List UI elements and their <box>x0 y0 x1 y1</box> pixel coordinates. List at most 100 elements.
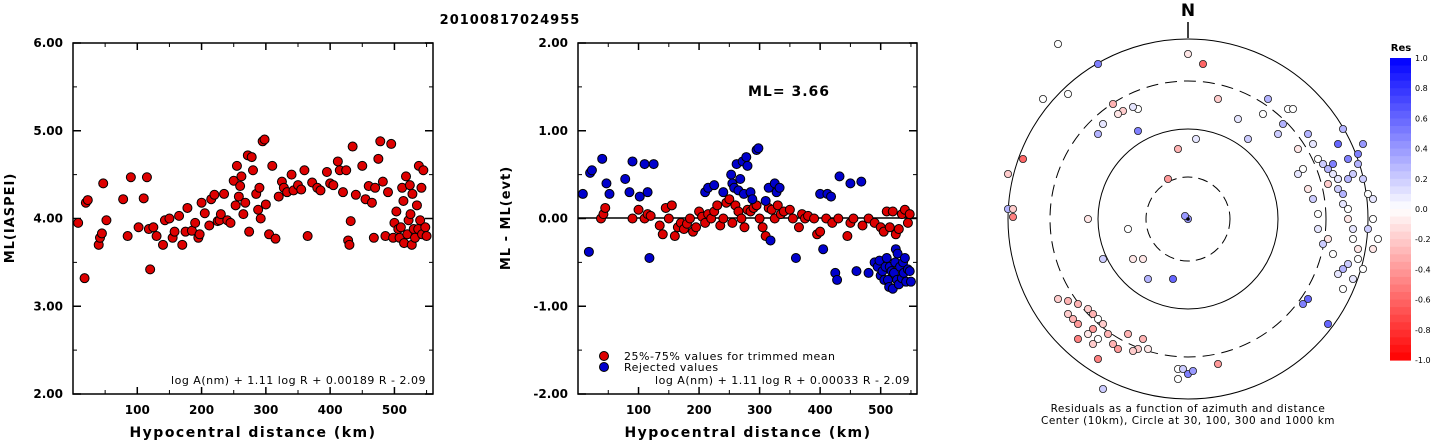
data-point <box>259 134 270 145</box>
station-marker <box>1189 366 1198 375</box>
data-point <box>863 267 874 278</box>
data-point <box>219 188 230 199</box>
station-marker <box>1329 249 1338 258</box>
station-marker <box>1009 212 1018 221</box>
data-point <box>902 217 913 228</box>
station-marker <box>1324 179 1333 188</box>
data-point <box>375 136 386 147</box>
data-point <box>190 217 201 228</box>
data-point <box>848 213 859 224</box>
data-point <box>177 239 188 250</box>
colorbar-swatch <box>1390 246 1411 255</box>
data-point <box>383 187 393 198</box>
station-marker <box>1004 169 1013 178</box>
station-marker <box>1124 329 1133 338</box>
station-marker <box>1369 244 1378 253</box>
station-marker <box>1364 224 1373 233</box>
colorbar-swatch <box>1390 209 1411 218</box>
data-point <box>832 274 843 285</box>
data-point <box>138 193 149 204</box>
legend-marker-red <box>599 351 609 361</box>
data-point <box>600 202 611 213</box>
station-marker <box>1069 314 1078 323</box>
legend: 25%-75% values for trimmed mean Rejected… <box>599 350 835 374</box>
data-point <box>654 220 665 231</box>
station-marker <box>1139 254 1148 263</box>
y-tick-label: -1.00 <box>533 299 568 313</box>
colorbar-swatch <box>1390 329 1411 338</box>
station-marker <box>1099 319 1108 328</box>
data-point <box>727 217 738 228</box>
data-point <box>73 217 84 228</box>
colorbar-swatch <box>1390 148 1411 157</box>
data-point <box>760 195 771 206</box>
data-point <box>586 165 597 176</box>
data-point <box>742 160 753 171</box>
ml-annotation: ML= 3.66 <box>748 84 830 100</box>
station-marker <box>1314 154 1323 163</box>
station-marker <box>1064 309 1073 318</box>
station-marker <box>1114 344 1123 353</box>
colorbar-swatch <box>1390 216 1411 225</box>
station-marker <box>1234 115 1243 124</box>
data-point <box>418 165 429 176</box>
station-marker <box>1169 274 1178 283</box>
data-point <box>244 226 255 237</box>
station-marker <box>1339 189 1348 198</box>
data-point <box>881 252 892 263</box>
x-axis-label: Hypocentral distance (km) <box>624 425 871 441</box>
colorbar-swatch <box>1390 307 1411 316</box>
station-marker <box>1104 329 1113 338</box>
station-marker <box>1294 144 1303 153</box>
colorbar-swatch <box>1390 178 1411 187</box>
data-point <box>842 231 853 242</box>
colorbar-tick-label: -0.8 <box>1415 326 1431 335</box>
data-point <box>398 195 409 206</box>
data-point <box>321 166 332 177</box>
epicenter-marker <box>1186 217 1190 221</box>
data-point <box>230 200 241 211</box>
data-point <box>757 222 768 233</box>
colorbar-tick-label: -0.6 <box>1415 296 1431 305</box>
data-point <box>634 191 645 202</box>
y-tick-label: 5.00 <box>33 124 63 138</box>
station-marker <box>1192 134 1201 143</box>
data-point <box>82 195 93 206</box>
colorbar-tick-label: 0.4 <box>1415 145 1428 154</box>
station-marker <box>1334 269 1343 278</box>
station-marker <box>1319 239 1328 248</box>
station-marker <box>1259 110 1268 119</box>
x-axis-label: Hypocentral distance (km) <box>129 425 376 441</box>
station-marker <box>1084 214 1093 223</box>
data-point <box>633 204 644 215</box>
data-point <box>815 226 826 237</box>
station-marker <box>1339 284 1348 293</box>
colorbar-swatch <box>1390 254 1411 263</box>
station-marker <box>1089 324 1098 333</box>
data-point <box>248 165 258 176</box>
data-point <box>246 152 257 163</box>
station-marker <box>1329 159 1338 168</box>
data-point <box>577 188 588 199</box>
data-point <box>753 143 764 154</box>
data-point <box>395 222 406 233</box>
y-tick-label: 2.00 <box>538 36 568 50</box>
station-marker <box>1094 354 1103 363</box>
data-point <box>145 264 156 275</box>
caption-line-1: Residuals as a function of azimuth and d… <box>1051 403 1326 415</box>
station-marker <box>1344 174 1353 183</box>
data-point <box>639 159 650 170</box>
station-marker <box>1089 309 1098 318</box>
data-point <box>255 213 266 224</box>
data-point <box>174 210 185 221</box>
station-marker <box>1334 184 1343 193</box>
station-marker <box>1349 234 1358 243</box>
station-marker <box>1359 174 1368 183</box>
data-point <box>772 200 783 211</box>
station-marker <box>1324 234 1333 243</box>
data-point <box>712 200 723 211</box>
data-point <box>601 178 612 189</box>
station-marker <box>1089 339 1098 348</box>
legend-label: Rejected values <box>624 361 719 374</box>
